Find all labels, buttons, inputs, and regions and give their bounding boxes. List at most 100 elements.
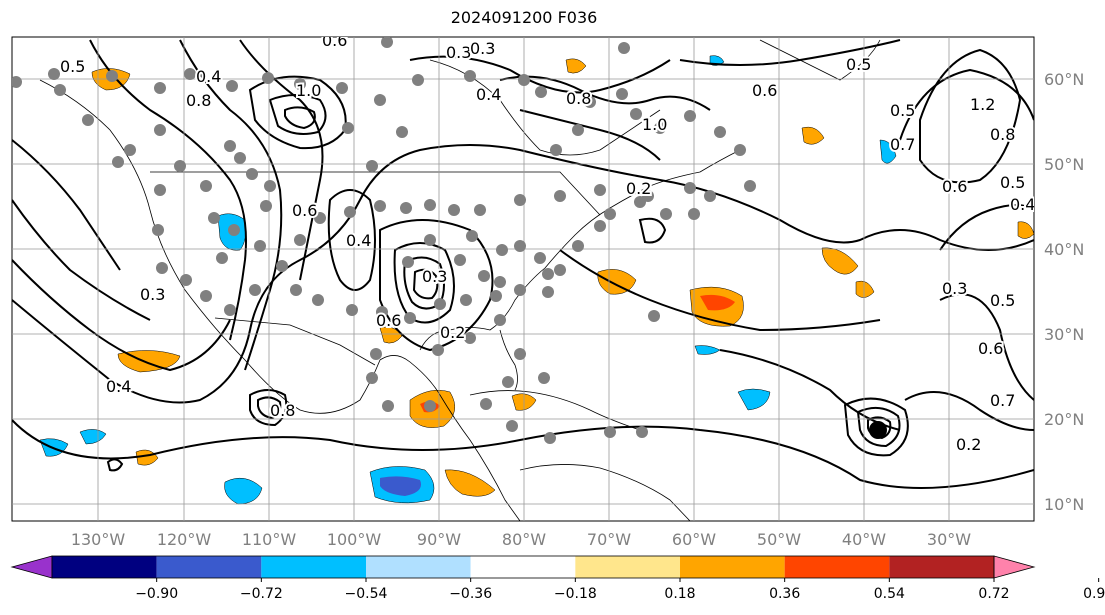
station-dot <box>542 268 554 280</box>
station-dot <box>254 240 266 252</box>
contour-line <box>638 217 667 244</box>
station-dot <box>604 426 616 438</box>
positive-patch <box>1017 221 1034 239</box>
colorbar-segment <box>784 556 890 578</box>
negative-patch <box>694 345 721 355</box>
station-dot <box>400 202 412 214</box>
contour-line <box>249 389 288 427</box>
positive-patch <box>597 269 637 295</box>
negative-patch <box>737 388 771 411</box>
station-dot <box>648 310 660 322</box>
latitude-labels: 60°N 50°N 40°N 30°N 20°N 10°N <box>1044 70 1084 514</box>
positive-patch <box>444 469 496 497</box>
contour-line <box>12 139 121 271</box>
station-dot <box>554 190 566 202</box>
station-dot <box>224 304 236 316</box>
station-dot <box>106 70 118 82</box>
station-dot <box>180 274 192 286</box>
station-dot <box>496 244 508 256</box>
station-dot <box>704 190 716 202</box>
station-dot <box>312 294 324 306</box>
station-dot <box>432 344 444 356</box>
station-dot <box>262 72 274 84</box>
latitude-label: 60°N <box>1044 70 1084 89</box>
station-dot <box>82 114 94 126</box>
colorbar-segment <box>156 556 262 578</box>
contour-label: 0.8 <box>186 91 211 110</box>
station-dot <box>226 80 238 92</box>
station-dot <box>502 376 514 388</box>
contour-line <box>257 396 282 420</box>
contour-line <box>499 75 711 111</box>
station-dot <box>216 252 228 264</box>
station-dot <box>412 74 424 86</box>
station-dot <box>154 184 166 196</box>
station-dot <box>154 124 166 136</box>
station-dot <box>346 304 358 316</box>
station-dot <box>112 156 124 168</box>
contour-line <box>519 109 661 161</box>
station-dot <box>381 37 393 48</box>
station-dot <box>534 252 546 264</box>
longitude-label: 30°W <box>927 530 971 549</box>
colorbar-tick-label: −0.54 <box>345 586 388 602</box>
contour-line <box>856 406 901 448</box>
contour-label: 0.5 <box>60 57 85 76</box>
station-dot <box>260 200 272 212</box>
cuba-coast <box>469 390 641 431</box>
contour-labels: 0.6 0.3 0.5 0.4 0.8 1.0 0.6 0.5 1.2 0.8 0.7 0.5 0.6 0… <box>58 37 1035 456</box>
station-dot <box>464 70 476 82</box>
station-dot <box>744 180 756 192</box>
colorbar-extend-low <box>10 555 53 579</box>
contour-line <box>239 39 324 281</box>
colorbar: −0.90 −0.72 −0.54 −0.36 −0.18 0.18 0.36 0.54 0.7… <box>10 555 1105 602</box>
longitude-label: 80°W <box>502 530 546 549</box>
latitude-label: 50°N <box>1044 155 1084 174</box>
contour-line <box>919 48 1022 184</box>
station-dot <box>480 398 492 410</box>
contour-label: 0.3 <box>470 39 495 58</box>
station-dot <box>366 160 378 172</box>
contour-line <box>939 293 1034 401</box>
station-dot <box>514 284 526 296</box>
contour-line <box>284 106 316 130</box>
station-dot <box>514 348 526 360</box>
greenland-coast <box>759 39 881 81</box>
station-dot <box>688 208 700 220</box>
negative-patch <box>380 476 421 496</box>
station-dot <box>616 88 628 100</box>
contour-line <box>412 268 439 300</box>
station-dot <box>550 144 562 156</box>
station-dot <box>344 206 356 218</box>
station-dot <box>152 224 164 236</box>
colorbar-tick-label: −0.18 <box>554 586 597 602</box>
contour-label: 0.5 <box>890 101 915 120</box>
station-dot <box>184 68 196 80</box>
map-frame <box>11 36 1035 522</box>
south-america-coast <box>519 464 691 521</box>
positive-patch <box>855 280 875 298</box>
station-dot <box>604 208 616 220</box>
contour-line <box>268 94 327 135</box>
station-dot <box>684 110 696 122</box>
positive-patch <box>821 247 859 275</box>
contour-line <box>899 68 1034 141</box>
station-dot <box>434 298 446 310</box>
longitude-label: 90°W <box>417 530 461 549</box>
station-dot <box>554 264 566 276</box>
colorbar-tick-label: 0.54 <box>874 586 905 602</box>
station-dot <box>660 208 672 220</box>
positive-patch <box>801 126 825 145</box>
station-dot <box>506 420 518 432</box>
colorbar-tick-label: 0.90 <box>1083 586 1105 602</box>
colorbar-segment <box>470 556 576 578</box>
station-dot <box>494 276 506 288</box>
negative-patch <box>879 139 897 164</box>
contour-line <box>12 419 1034 489</box>
longitude-label: 130°W <box>71 530 126 549</box>
contour-line <box>12 259 231 372</box>
station-dot <box>594 184 606 196</box>
contour-label: 0.4 <box>1010 195 1035 214</box>
station-dot <box>336 82 348 94</box>
